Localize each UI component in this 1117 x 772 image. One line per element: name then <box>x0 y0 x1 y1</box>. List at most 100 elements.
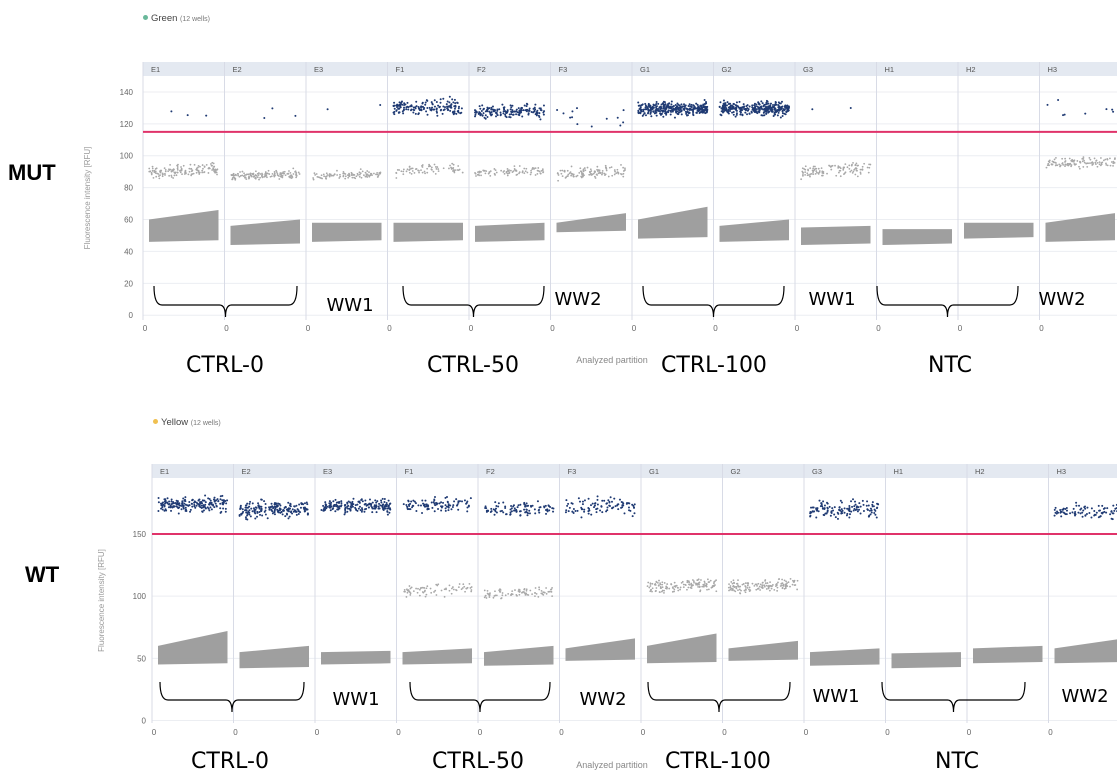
partition-point <box>516 594 518 597</box>
partition-point <box>360 507 363 510</box>
partition-point <box>433 495 436 498</box>
partition-point <box>822 513 825 516</box>
partition-point <box>537 167 540 169</box>
partition-point <box>583 510 586 513</box>
partition-point <box>1062 511 1065 514</box>
partition-point <box>203 165 206 168</box>
partition-point <box>679 108 682 111</box>
partition-point <box>753 104 756 107</box>
partition-point <box>590 170 593 172</box>
partition-point <box>735 109 738 112</box>
y-tick-label: 0 <box>142 717 147 726</box>
partition-point <box>484 594 487 597</box>
partition-point <box>740 589 742 592</box>
partition-point <box>234 177 237 180</box>
partition-point <box>768 584 770 587</box>
partition-point <box>596 503 599 506</box>
partition-point <box>245 504 248 507</box>
group-brace <box>159 681 305 713</box>
well-label: F1 <box>396 65 405 74</box>
partition-point <box>325 177 328 180</box>
partition-point <box>527 109 530 112</box>
partition-point <box>197 169 200 172</box>
partition-point <box>403 588 406 591</box>
partition-point <box>1069 162 1072 165</box>
partition-point <box>313 172 316 175</box>
partition-point <box>504 507 507 510</box>
well-label: E2 <box>242 467 251 476</box>
partition-point <box>460 111 463 114</box>
partition-point <box>457 111 460 114</box>
partition-point <box>683 103 686 106</box>
partition-point <box>303 502 306 505</box>
partition-point <box>829 514 832 517</box>
well-H1: H10 <box>885 464 961 737</box>
partition-point <box>359 172 362 175</box>
partition-point <box>176 171 178 174</box>
partition-point <box>421 586 424 589</box>
partition-point <box>1065 509 1068 512</box>
partition-point <box>236 172 239 175</box>
partition-point <box>859 512 862 515</box>
partition-point <box>688 583 690 586</box>
partition-point <box>239 171 241 173</box>
partition-point <box>211 503 214 506</box>
partition-point <box>221 499 224 502</box>
partition-point <box>460 107 463 110</box>
partition-point <box>583 499 586 502</box>
partition-point <box>486 509 489 512</box>
partition-point <box>430 109 433 112</box>
partition-point <box>352 173 355 176</box>
partition-point <box>670 100 673 103</box>
partition-point <box>867 171 870 174</box>
partition-point <box>804 173 807 176</box>
partition-point <box>1096 165 1099 168</box>
partition-point <box>506 174 509 177</box>
partition-point <box>1102 507 1105 510</box>
partition-point <box>444 106 447 109</box>
partition-point <box>1078 165 1080 168</box>
partition-point <box>765 103 768 106</box>
partition-point <box>855 506 858 509</box>
partition-point <box>167 170 170 173</box>
partition-point <box>434 504 437 507</box>
row-label-wt: WT <box>25 562 60 587</box>
partition-point <box>456 101 459 104</box>
partition-point <box>734 590 737 593</box>
partition-point <box>622 121 625 124</box>
well-label: E3 <box>323 467 332 476</box>
partition-point <box>451 505 454 508</box>
partition-point <box>777 101 780 104</box>
partition-point <box>654 590 657 593</box>
partition-point <box>1084 514 1087 517</box>
partition-point <box>538 107 541 110</box>
partition-point <box>668 105 671 108</box>
partition-point <box>326 174 329 176</box>
partition-point <box>487 172 490 175</box>
partition-point <box>1095 511 1098 514</box>
partition-point <box>1060 510 1063 513</box>
partition-point <box>726 101 729 104</box>
partition-point <box>437 583 440 586</box>
partition-point <box>328 506 331 509</box>
partition-point <box>578 500 581 503</box>
partition-point <box>704 108 707 111</box>
partition-point <box>535 114 538 117</box>
partition-point <box>622 175 625 178</box>
partition-point <box>861 168 863 171</box>
partition-point <box>444 504 447 507</box>
partition-point <box>244 509 247 512</box>
partition-point <box>560 172 563 175</box>
partition-point <box>761 584 764 587</box>
partition-point <box>467 505 470 508</box>
partition-point <box>495 511 498 514</box>
partition-point <box>528 512 531 515</box>
partition-point <box>432 501 435 504</box>
partition-point <box>690 108 693 111</box>
partition-point <box>540 109 543 112</box>
partition-point <box>522 109 525 112</box>
partition-point <box>344 503 347 506</box>
partition-point <box>817 167 820 170</box>
partition-point <box>523 588 526 591</box>
partition-point <box>284 506 287 509</box>
